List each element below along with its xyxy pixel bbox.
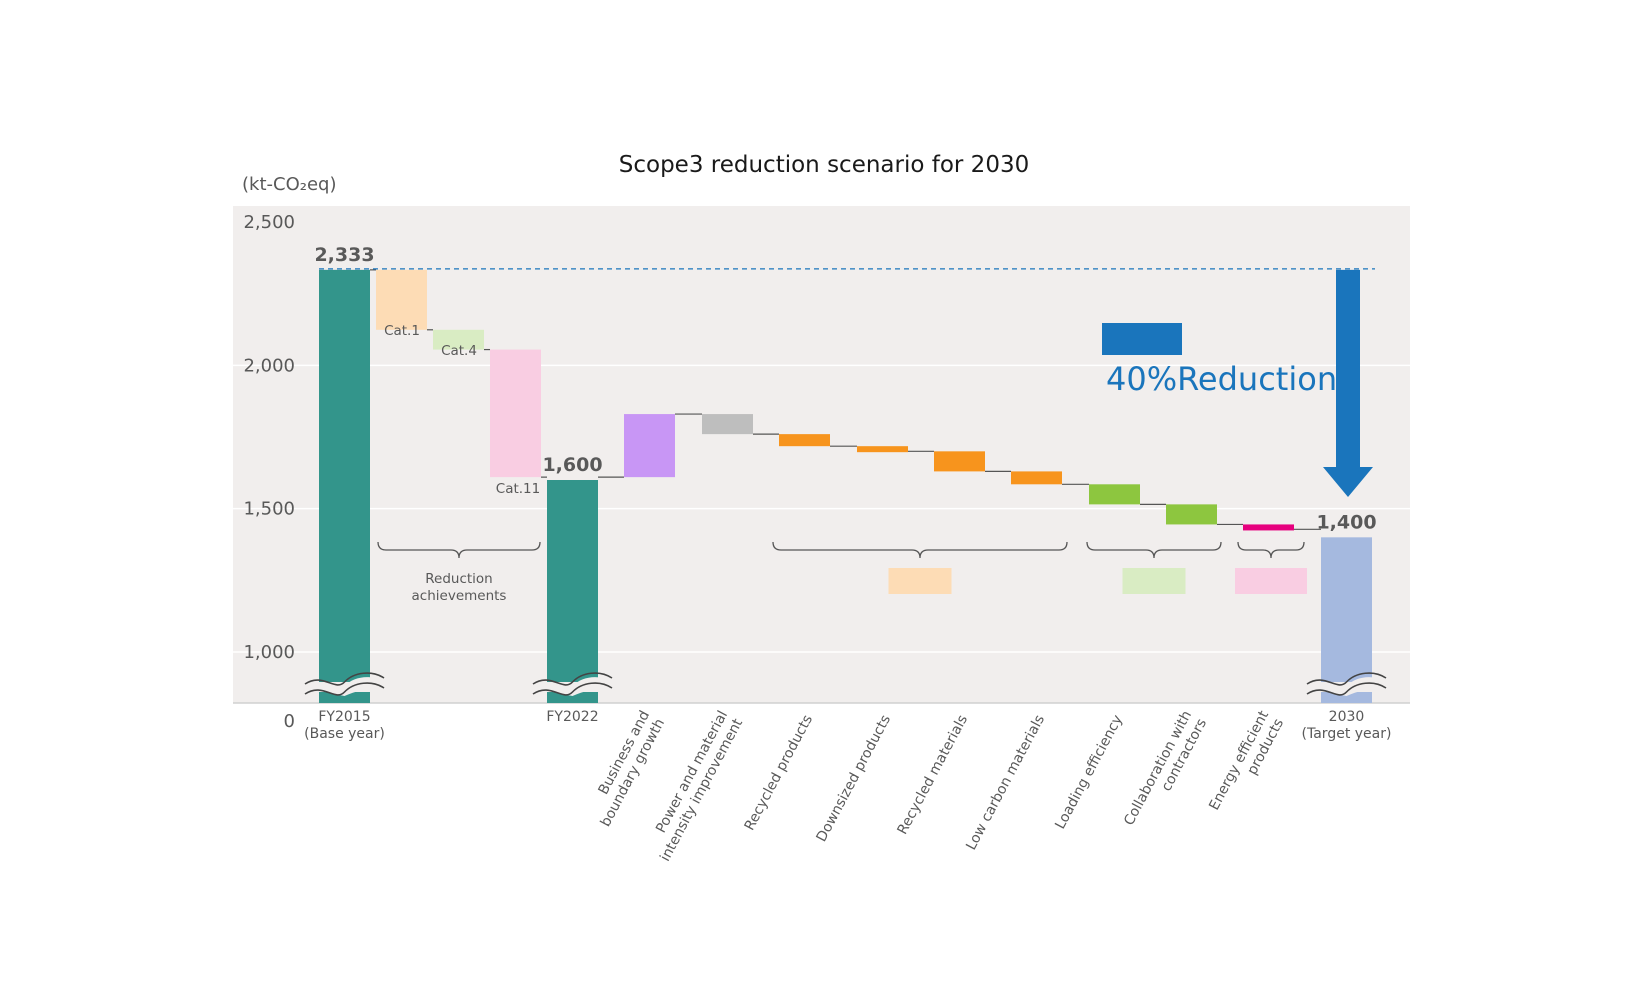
scenario-label-line: Recycled materials xyxy=(894,712,971,837)
group-badge xyxy=(1235,568,1307,594)
scenario-bar xyxy=(702,414,753,435)
group-label: Reduction xyxy=(425,571,493,587)
axis-break-line xyxy=(304,672,385,686)
axis-break-line xyxy=(532,672,613,686)
total-value-label: 1,600 xyxy=(542,454,602,476)
group-brace xyxy=(1086,541,1222,559)
total-bar xyxy=(319,269,370,703)
total-value-label: 2,333 xyxy=(314,244,374,266)
chart-title: Scope3 reduction scenario for 2030 xyxy=(619,152,1029,178)
scenario-bar xyxy=(624,414,675,478)
axis-break-gap xyxy=(317,682,372,692)
scenario-bar xyxy=(779,434,830,447)
achievement-bar xyxy=(433,329,484,350)
axis-break-line xyxy=(304,682,385,696)
group-brace xyxy=(377,541,541,559)
axis-break-gap xyxy=(545,682,600,692)
scenario-label-line: Recycled products xyxy=(742,712,816,833)
total-bar xyxy=(1321,537,1372,703)
scenario-label: Downsized products xyxy=(814,712,894,844)
y-tick-label: 2,000 xyxy=(243,355,295,376)
x-category-sublabel: (Target year) xyxy=(1302,726,1392,742)
scenario-bar xyxy=(1089,484,1140,505)
scenario-bar xyxy=(1166,504,1217,525)
achievement-bar xyxy=(490,349,541,478)
axis-break-line xyxy=(1306,682,1387,696)
y-tick-label: 2,500 xyxy=(243,212,295,233)
scenario-label: Recycled products xyxy=(742,712,816,833)
y-axis-unit: (kt-CO₂eq) xyxy=(242,174,336,195)
achievement-bar xyxy=(376,269,427,330)
x-category-label: FY2022 xyxy=(546,709,598,725)
x-category-label: FY2015 xyxy=(318,709,370,725)
axis-break-line xyxy=(532,682,613,696)
scenario-label: Recycled materials xyxy=(894,712,971,837)
plot-area xyxy=(233,206,1410,703)
total-bar xyxy=(547,480,598,703)
scenario-label-line: Loading efficiency xyxy=(1052,712,1126,832)
target-arrow xyxy=(1323,269,1373,497)
scenario-label-line: Downsized products xyxy=(814,712,894,844)
group-brace xyxy=(772,541,1068,559)
scenario-label-line: Low carbon materials xyxy=(963,712,1048,852)
scenario-bar xyxy=(1243,524,1294,531)
scenario-bar xyxy=(934,451,985,472)
scenario-bar xyxy=(1011,471,1062,485)
group-brace xyxy=(1237,541,1305,559)
target-badge xyxy=(1102,323,1182,355)
achievement-cat-label: Cat.1 xyxy=(384,323,420,339)
axis-break-line xyxy=(1306,672,1387,686)
scenario-bar xyxy=(857,446,908,453)
y-tick-label: 1,500 xyxy=(243,499,295,520)
reduction-text: 40%Reduction xyxy=(1106,360,1337,398)
y-tick-label: 1,000 xyxy=(243,642,295,663)
group-badge xyxy=(1122,568,1186,594)
achievement-cat-label: Cat.11 xyxy=(496,481,540,497)
scenario-label: Loading efficiency xyxy=(1052,712,1126,832)
achievement-cat-label: Cat.4 xyxy=(441,343,477,359)
scenario-label: Low carbon materials xyxy=(963,712,1048,852)
group-label: achievements xyxy=(412,588,507,604)
axis-break-gap xyxy=(1319,682,1374,692)
group-badge xyxy=(888,568,952,594)
total-value-label: 1,400 xyxy=(1316,511,1376,533)
x-category-sublabel: (Base year) xyxy=(304,726,385,742)
x-category-label: 2030 xyxy=(1329,709,1365,725)
y-tick-label: 0 xyxy=(284,711,295,732)
